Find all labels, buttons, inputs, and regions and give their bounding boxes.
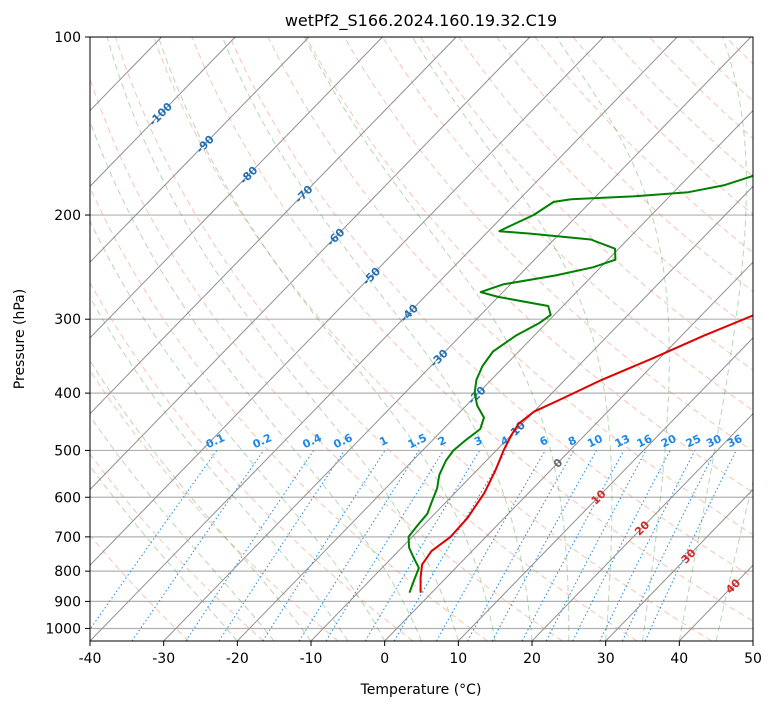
mixing-ratio-line [572,450,671,641]
x-tick-label: -30 [152,651,175,667]
isotherm-line [90,37,383,339]
x-tick-label: 40 [670,651,688,667]
profile-lines [407,174,753,594]
dry-adiabat [229,37,753,579]
mixing-ratio-label: 36 [725,432,745,450]
x-tick-label: 10 [449,651,467,667]
mixing-ratio-line [131,450,265,641]
x-tick-label: -20 [226,651,249,667]
dry-adiabat [153,37,712,641]
y-tick-label: 500 [54,443,81,459]
mixing-ratio-label: 25 [684,432,703,450]
isotherm-line [531,412,753,641]
y-tick-label: 200 [54,208,81,224]
mixing-ratio-line [599,450,696,641]
y-tick-label: 400 [54,386,81,402]
y-tick-label: 900 [54,594,81,610]
background-lines [90,37,753,641]
mixing-ratio-label: 13 [613,432,632,450]
mixing-ratio-line [467,450,575,641]
y-tick-label: 700 [54,530,81,546]
isotherm-line [457,337,753,641]
dry-adiabat [420,37,753,371]
isotherm-line [236,109,753,641]
mixing-ratio-line [90,450,218,631]
moist-adiabat [90,219,386,641]
plot-frame [89,36,754,642]
mixing-ratio-line [218,450,345,641]
moist-adiabat [90,296,349,641]
dry-adiabat [90,77,563,641]
moist-adiabat [303,37,570,641]
x-tick-label: -10 [300,651,323,667]
moist-adiabat [90,465,238,641]
y-tick-label: 300 [54,312,81,328]
x-tick-label: -40 [79,651,102,667]
moist-adiabat [90,119,422,641]
moist-adiabat [157,37,496,641]
dry-adiabat [115,37,638,641]
mixing-ratio-line [435,450,546,641]
mixing-ratio-line [185,450,315,641]
dewpoint-line [407,174,753,594]
isotherm-line [90,37,236,188]
x-tick-label: 50 [744,651,762,667]
moist-adiabat [411,37,613,641]
dry-adiabat [90,186,488,641]
isotherm-line [90,37,604,566]
mixing-ratio-line [521,450,625,641]
moist-adiabat [90,415,275,641]
dry-adiabat [267,37,753,536]
moist-adiabat [678,37,747,641]
moist-adiabat [715,479,753,641]
x-axis-ticks: -40 -30 -20 -10 0 10 20 30 40 50 [79,641,762,667]
dry-adiabat [382,37,753,412]
y-tick-label: 100 [54,30,81,46]
y-tick-label: 800 [54,564,81,580]
isotherm-line [90,37,310,263]
isotherm-line [90,37,678,641]
mixing-ratio-label: 30 [704,432,724,450]
dry-adiabat [90,281,414,641]
y-tick-label: 600 [54,490,81,506]
dry-adiabat [305,37,753,494]
temperature-line [419,314,753,593]
y-tick-label: 1000 [45,622,81,638]
mixing-ratio-label: 20 [659,432,679,450]
dry-adiabat [649,37,753,140]
moist-adiabat [221,37,533,641]
mixing-ratio-line [325,450,445,641]
mixing-ratio-line [262,450,386,641]
dry-adiabat [191,37,753,622]
isotherm-line [384,261,753,641]
y-axis-label: Pressure (hPa) [12,289,28,389]
x-axis-label: Temperature (°C) [360,682,482,698]
isotherm-line [605,488,753,641]
x-tick-label: 30 [597,651,615,667]
isotherm-line [90,37,531,491]
dry-adiabat [90,453,264,641]
y-axis-ticks: 100 200 300 400 500 600 700 800 900 1000 [45,30,90,638]
isotherm-line [163,37,752,641]
isotherm-line [90,37,457,415]
mixing-ratio-label: 16 [635,432,655,450]
chart-title: wetPf2_S166.2024.160.19.32.C19 [285,11,557,31]
moist-adiabat [106,37,459,641]
x-tick-label: 20 [523,651,541,667]
x-tick-label: 0 [380,651,389,667]
mixing-ratio-label: 10 [585,432,605,450]
dry-adiabat [496,37,753,293]
dry-adiabat [534,37,753,254]
moist-adiabat [555,37,670,641]
